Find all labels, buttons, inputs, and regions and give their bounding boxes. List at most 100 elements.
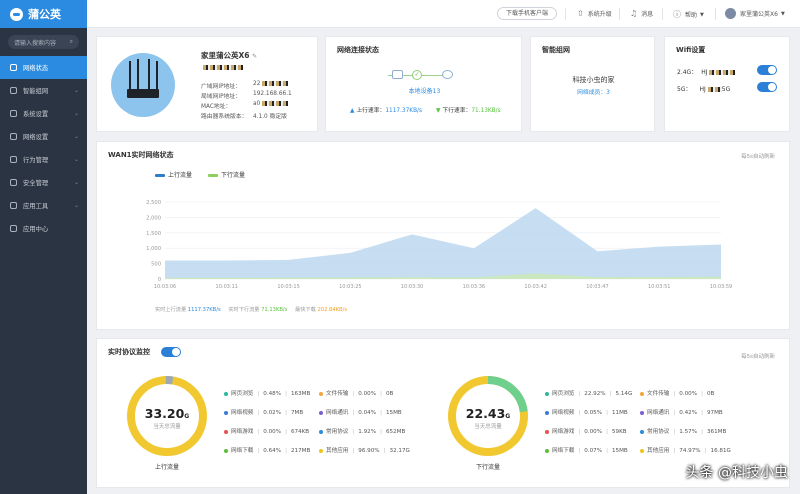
- protocol-percent: 74.97%: [679, 448, 701, 454]
- messages-button[interactable]: ♫ 消息: [630, 9, 654, 18]
- y-tick-label: 1,000: [146, 246, 161, 252]
- x-tick-label: 10:03:59: [710, 284, 732, 290]
- card-title: 网络连接状态: [337, 46, 379, 54]
- sidebar-item-app-center[interactable]: 应用中心: [0, 217, 87, 240]
- upgrade-button[interactable]: ⇧ 系统升级: [577, 9, 612, 18]
- sidebar-search-input[interactable]: 请输入搜索内容 ⌕: [8, 35, 79, 49]
- protocol-size: 15MB: [385, 410, 402, 416]
- protocol-name: 网络下载: [552, 448, 575, 454]
- series-area-download: [165, 273, 721, 279]
- search-icon[interactable]: ⌕: [69, 38, 73, 45]
- device-card: 家里蒲公英X6 ✎ 广域网IP地址： 22 局域网IP地址： 192.168.66.…: [96, 36, 318, 132]
- antenna: [137, 59, 139, 91]
- antenna: [148, 59, 150, 91]
- protocol-name: 网络通讯: [326, 410, 349, 416]
- protocol-size: 0B: [385, 391, 394, 397]
- protocol-percent: 0.64%: [263, 448, 282, 454]
- protocol-name: 网络游戏: [552, 429, 575, 435]
- protocol-row: 其他应用 | 74.97% | 16.81G: [640, 446, 731, 454]
- dandelion-logo-icon: [10, 7, 23, 21]
- sidebar-item-network-status[interactable]: 网络状态: [0, 56, 87, 79]
- protocol-percent: 0.48%: [263, 391, 282, 397]
- sidebar-item-system-settings[interactable]: 系统设置 ⌄: [0, 102, 87, 125]
- wifi-5g-row: 5G： HJ 5G: [677, 86, 731, 93]
- legend-dot: [319, 448, 323, 453]
- protocol-size: 217MB: [290, 448, 311, 454]
- legend-dot: [640, 429, 644, 434]
- protocol-name: 网络视频: [231, 410, 254, 416]
- protocol-percent: 0.00%: [679, 391, 698, 397]
- legend-dot: [545, 448, 549, 453]
- chart-legend: 上行流量 下行流量: [155, 170, 245, 179]
- protocol-row: 网络下载 | 0.07% | 15MB: [545, 446, 628, 454]
- protocol-name: 其他应用: [326, 448, 349, 454]
- protocol-monitor-toggle[interactable]: [161, 347, 181, 357]
- protocol-percent: 0.02%: [263, 410, 282, 416]
- edit-icon[interactable]: ✎: [252, 53, 258, 60]
- protocol-size: 59KB: [611, 429, 627, 435]
- chevron-down-icon: ⌄: [73, 202, 79, 209]
- download-total: 22.43G: [465, 406, 511, 421]
- legend-dot: [319, 391, 323, 396]
- lan-ip-row: 局域网IP地址： 192.168.66.1: [201, 91, 292, 100]
- protocol-percent: 96.90%: [358, 448, 380, 454]
- download-caption: 下行流量: [475, 464, 500, 471]
- protocol-row: 文件传输 | 0.00% | 0B: [319, 389, 393, 397]
- protocol-percent: 0.00%: [263, 429, 282, 435]
- redacted-value: [707, 87, 722, 92]
- legend-dot: [224, 448, 228, 453]
- protocol-size: 163MB: [290, 391, 311, 397]
- router-icon: [392, 70, 403, 79]
- network-members-link[interactable]: 网络成员：3: [577, 90, 610, 96]
- watermark: 头条 @科技小虫: [685, 465, 788, 481]
- protocol-percent: 1.92%: [358, 429, 377, 435]
- protocol-row: 网络通讯 | 0.04% | 15MB: [319, 408, 402, 416]
- behavior-icon: [10, 156, 17, 163]
- x-tick-label: 10:03:42: [524, 284, 546, 290]
- apps-icon: [10, 225, 17, 232]
- y-tick-label: 2,500: [146, 200, 161, 206]
- smart-network-card: 智能组网 科技小虫的家 网络成员：3: [530, 36, 655, 132]
- chart-stats: 实时上行流量 1117.37KB/s 实时下行流量 71.13KB/s 最快下载…: [155, 307, 348, 313]
- protocol-name: 常用协议: [326, 429, 349, 435]
- brand-name: 蒲公英: [28, 8, 61, 21]
- redacted-value: [709, 70, 736, 75]
- wifi-5g-toggle[interactable]: [757, 82, 777, 92]
- card-title: Wifi设置: [676, 46, 706, 54]
- sidebar-item-smart-network[interactable]: 智能组网 ⌄: [0, 79, 87, 102]
- download-app-button[interactable]: 下载手机客户端: [497, 7, 558, 20]
- protocol-percent: 0.00%: [358, 391, 377, 397]
- user-menu[interactable]: 家里蒲公英X6 ▼: [725, 8, 785, 19]
- local-devices-link[interactable]: 本地设备13: [408, 88, 441, 95]
- protocol-size: 32.17G: [389, 448, 410, 454]
- protocol-percent: 0.07%: [584, 448, 603, 454]
- sidebar-item-security[interactable]: 安全管理 ⌄: [0, 171, 87, 194]
- sidebar-item-behavior-management[interactable]: 行为管理 ⌄: [0, 148, 87, 171]
- protocol-size: 361MB: [706, 429, 727, 435]
- legend-dot: [224, 410, 228, 415]
- legend-dot: [319, 410, 323, 415]
- protocol-percent: 0.00%: [584, 429, 603, 435]
- legend-dot: [224, 429, 228, 434]
- x-tick-label: 10:03:11: [216, 284, 238, 290]
- x-tick-label: 10:03:51: [648, 284, 670, 290]
- protocol-size: 15MB: [611, 448, 628, 454]
- protocol-row: 其他应用 | 96.90% | 32.17G: [319, 446, 410, 454]
- protocol-row: 网络通讯 | 0.42% | 97MB: [640, 408, 723, 416]
- protocol-name: 其他应用: [647, 448, 670, 454]
- sidebar-item-tools[interactable]: 应用工具 ⌄: [0, 194, 87, 217]
- upgrade-icon: ⇧: [577, 9, 584, 18]
- device-id-row: [201, 65, 243, 70]
- protocol-row: 常用协议 | 1.92% | 652MB: [319, 427, 405, 435]
- bell-icon: ♫: [630, 9, 638, 18]
- x-tick-label: 10:03:06: [154, 284, 176, 290]
- redacted-value: [262, 101, 289, 106]
- legend-dot: [640, 448, 644, 453]
- protocol-size: 11MB: [611, 410, 628, 416]
- protocol-row: 网络游戏 | 0.00% | 59KB: [545, 427, 627, 435]
- sidebar-item-network-settings[interactable]: 网络设置 ⌄: [0, 125, 87, 148]
- help-button[interactable]: ⓘ 帮助 ▼: [673, 10, 704, 19]
- wifi-24g-toggle[interactable]: [757, 65, 777, 75]
- gear-icon: [10, 110, 17, 117]
- brand-logo[interactable]: 蒲公英: [0, 0, 87, 28]
